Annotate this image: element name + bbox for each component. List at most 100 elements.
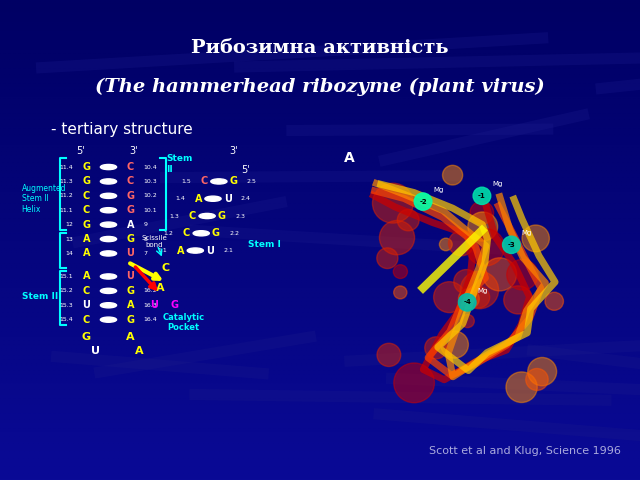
Text: G: G [127,315,134,324]
Circle shape [522,225,549,252]
Ellipse shape [100,317,116,322]
Text: 5': 5' [241,165,250,175]
Text: G: G [127,205,134,215]
Circle shape [545,292,563,311]
Text: 3': 3' [229,146,238,156]
Text: A: A [177,246,184,255]
Circle shape [467,228,504,266]
Text: A: A [135,347,144,356]
Circle shape [468,287,490,308]
Text: 2.3: 2.3 [235,214,245,218]
Circle shape [502,236,520,253]
Circle shape [425,337,447,359]
Ellipse shape [100,165,116,169]
Text: -1: -1 [478,193,486,199]
Text: G: G [83,220,90,229]
Text: C: C [200,177,208,186]
Text: 1.3: 1.3 [169,214,179,218]
Text: G: G [171,300,179,310]
Text: C: C [162,263,170,273]
Circle shape [470,201,493,224]
Text: -3: -3 [508,242,515,248]
Ellipse shape [100,208,116,213]
Text: G: G [127,191,134,201]
Ellipse shape [100,179,116,184]
Circle shape [528,358,557,386]
Text: A: A [83,234,90,244]
Text: U: U [206,246,214,255]
Text: 1.1: 1.1 [157,248,168,253]
Text: 15.2: 15.2 [60,288,73,293]
Text: U: U [91,347,100,356]
Text: 10.4: 10.4 [144,165,157,169]
Circle shape [372,183,413,223]
Text: 15.1: 15.1 [60,274,73,279]
Text: C: C [189,211,196,221]
Circle shape [394,363,435,403]
Circle shape [442,165,463,185]
Text: 1.2: 1.2 [163,231,173,236]
Text: A: A [344,151,355,166]
Text: -4: -4 [463,300,471,305]
Text: Mg: Mg [522,230,532,236]
Circle shape [380,220,415,255]
Text: 2.2: 2.2 [229,231,239,236]
Text: Stem III: Stem III [22,292,61,301]
Text: C: C [83,205,90,215]
Text: A: A [195,194,202,204]
Circle shape [525,369,548,390]
Text: 7: 7 [144,251,148,256]
Text: 13: 13 [65,237,73,241]
Circle shape [434,282,465,312]
Ellipse shape [100,193,116,198]
Text: U: U [83,300,90,310]
Text: Mg: Mg [477,288,488,294]
Circle shape [449,231,474,256]
Text: 1.5: 1.5 [181,179,191,184]
Circle shape [394,264,408,278]
Circle shape [377,248,398,268]
Text: 3': 3' [129,146,138,156]
Text: Mg: Mg [492,181,502,187]
Text: U: U [224,194,232,204]
Circle shape [468,212,498,241]
Text: C: C [83,286,90,296]
Text: C: C [83,191,90,201]
Text: G: G [218,211,226,221]
Circle shape [458,288,479,309]
Text: (The hammerhead ribozyme (plant virus): (The hammerhead ribozyme (plant virus) [95,77,545,96]
Text: 5': 5' [76,146,85,156]
Text: A: A [83,249,90,258]
Text: Рибозимна активність: Рибозимна активність [191,39,449,57]
Text: U: U [127,272,134,281]
Text: C: C [183,228,190,238]
Text: Catalytic
Pocket: Catalytic Pocket [163,313,205,332]
Text: A: A [127,300,134,310]
Text: C: C [83,315,90,324]
Ellipse shape [188,248,204,253]
Text: U: U [127,249,134,258]
Text: 2.1: 2.1 [223,248,233,253]
Text: 11.1: 11.1 [60,208,73,213]
Text: 14: 14 [65,251,73,256]
Circle shape [441,331,468,358]
Text: 1.4: 1.4 [175,196,185,201]
Ellipse shape [100,251,116,256]
Text: G: G [127,234,134,244]
Text: Augmented
Stem II
Helix: Augmented Stem II Helix [22,184,66,214]
Ellipse shape [193,231,209,236]
Text: 12: 12 [65,222,73,227]
Circle shape [461,314,474,328]
Text: 16.4: 16.4 [144,317,157,322]
Text: G: G [82,332,91,342]
Circle shape [507,259,538,290]
Text: Scissile
bond: Scissile bond [141,235,167,249]
Ellipse shape [100,303,116,308]
Text: A: A [156,283,164,293]
Circle shape [414,193,432,210]
Circle shape [377,343,401,367]
Text: 16.2: 16.2 [144,288,157,293]
Circle shape [394,286,407,299]
Text: 11.2: 11.2 [60,193,73,198]
Text: G: G [83,177,90,186]
